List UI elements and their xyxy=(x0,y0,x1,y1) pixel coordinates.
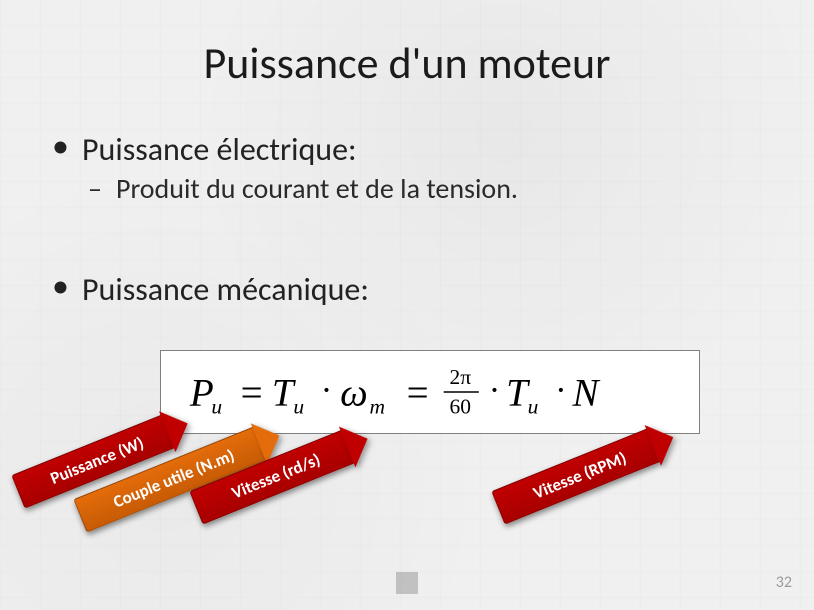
slide: Puissance d'un moteur Puissance électriq… xyxy=(0,0,814,610)
formula: P u = T u · ω m = 2π 60 · xyxy=(161,351,699,433)
formula-box: P u = T u · ω m = 2π 60 · xyxy=(160,350,700,434)
term-Tu-sub: u xyxy=(293,394,304,418)
term-Tu2-sub: u xyxy=(528,394,539,418)
content-body: Puissance électrique: Produit du courant… xyxy=(44,130,770,313)
term-frac-den: 60 xyxy=(450,394,471,418)
term-Pu-sub: u xyxy=(211,394,222,418)
term-Pu: P xyxy=(189,372,214,415)
bullet-electrique: Puissance électrique: Produit du courant… xyxy=(44,130,770,206)
sub-bullet-text: Produit du courant et de la tension. xyxy=(116,171,518,206)
page-number: 32 xyxy=(776,573,792,592)
sub-bullet-produit: Produit du courant et de la tension. xyxy=(82,171,770,206)
bullet-text: Puissance mécanique: xyxy=(82,270,369,309)
label-rpm-body: Vitesse (RPM) xyxy=(491,428,662,525)
slide-title: Puissance d'un moteur xyxy=(0,36,814,90)
term-eq2: = xyxy=(407,372,429,415)
term-dot3: · xyxy=(555,371,567,410)
term-omega: ω xyxy=(340,372,368,415)
term-N: N xyxy=(572,372,601,415)
term-dot1: · xyxy=(321,371,333,410)
term-dot2: · xyxy=(489,371,501,410)
term-omega-sub: m xyxy=(369,394,385,418)
bullet-mecanique: Puissance mécanique: xyxy=(44,270,770,309)
term-frac-num: 2π xyxy=(450,365,472,389)
label-rpm: Vitesse (RPM) xyxy=(491,428,662,525)
footer-logo-box xyxy=(396,572,418,594)
label-rpm-text: Vitesse (RPM) xyxy=(530,447,629,503)
term-eq1: = xyxy=(241,372,263,415)
bullet-text: Puissance électrique: xyxy=(82,130,357,169)
